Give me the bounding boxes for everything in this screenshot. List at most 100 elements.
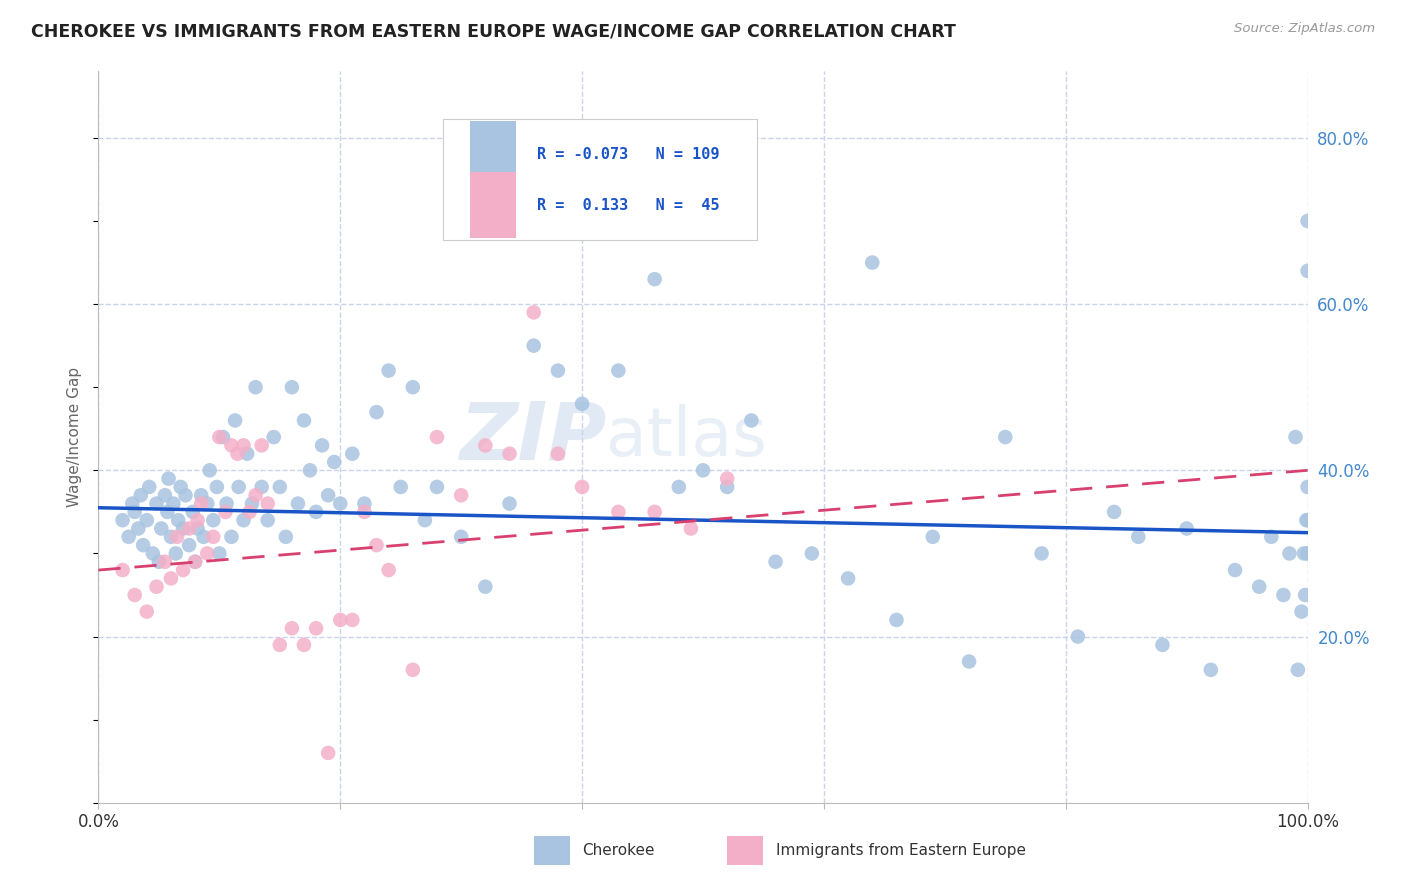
Text: R = -0.073   N = 109: R = -0.073 N = 109 — [537, 147, 720, 161]
Point — [135, 605, 157, 619]
Point — [311, 438, 333, 452]
Point — [1296, 264, 1319, 278]
Point — [124, 588, 146, 602]
Point — [169, 480, 191, 494]
Point — [121, 497, 143, 511]
Point — [145, 497, 167, 511]
Text: R =  0.133   N =  45: R = 0.133 N = 45 — [537, 198, 720, 213]
Point — [245, 488, 267, 502]
Point — [127, 521, 149, 535]
Point — [208, 546, 231, 560]
Point — [165, 546, 187, 560]
Point — [172, 563, 194, 577]
Point — [187, 513, 209, 527]
Point — [342, 447, 364, 461]
Point — [179, 538, 201, 552]
Point — [426, 480, 449, 494]
Point — [1199, 663, 1222, 677]
Point — [224, 413, 246, 427]
Point — [498, 447, 520, 461]
Point — [236, 447, 259, 461]
Point — [1102, 505, 1125, 519]
Point — [1296, 214, 1319, 228]
Point — [607, 505, 630, 519]
Point — [1067, 630, 1090, 644]
Point — [1249, 580, 1271, 594]
Text: Cherokee: Cherokee — [582, 843, 655, 858]
Text: Source: ZipAtlas.com: Source: ZipAtlas.com — [1234, 22, 1375, 36]
Point — [281, 380, 304, 394]
Point — [269, 480, 291, 494]
Point — [160, 571, 183, 585]
Point — [256, 513, 278, 527]
Point — [377, 563, 399, 577]
Point — [1296, 513, 1319, 527]
Point — [342, 613, 364, 627]
Point — [239, 505, 262, 519]
Point — [474, 438, 496, 452]
Point — [212, 430, 235, 444]
Point — [1296, 546, 1319, 560]
Point — [607, 363, 630, 377]
Point — [523, 338, 546, 352]
Text: atlas: atlas — [606, 404, 768, 470]
Point — [145, 580, 167, 594]
Point — [228, 480, 250, 494]
Point — [135, 513, 157, 527]
Point — [644, 505, 666, 519]
Point — [740, 413, 762, 427]
Point — [172, 521, 194, 535]
Point — [166, 530, 188, 544]
Point — [208, 430, 231, 444]
Point — [292, 638, 315, 652]
Point — [245, 380, 267, 394]
Point — [957, 655, 980, 669]
Point — [413, 513, 436, 527]
Point — [263, 430, 285, 444]
Point — [287, 497, 309, 511]
Point — [1278, 546, 1301, 560]
Point — [1296, 480, 1319, 494]
Point — [129, 488, 152, 502]
Point — [1294, 588, 1316, 602]
Point — [571, 397, 593, 411]
Point — [269, 638, 291, 652]
Point — [250, 480, 273, 494]
Point — [157, 472, 180, 486]
Point — [1031, 546, 1053, 560]
Point — [1272, 588, 1295, 602]
Point — [232, 438, 254, 452]
Point — [716, 480, 738, 494]
Point — [181, 505, 204, 519]
Point — [111, 513, 134, 527]
Point — [111, 563, 134, 577]
Point — [523, 305, 546, 319]
Point — [221, 530, 243, 544]
Point — [281, 621, 304, 635]
Point — [692, 463, 714, 477]
Point — [240, 497, 263, 511]
Point — [366, 405, 388, 419]
Point — [1291, 605, 1313, 619]
Point — [153, 488, 176, 502]
Point — [860, 255, 883, 269]
Point — [190, 497, 212, 511]
Point — [179, 521, 201, 535]
Point — [148, 555, 170, 569]
Point — [153, 555, 176, 569]
FancyBboxPatch shape — [443, 119, 758, 240]
Y-axis label: Wage/Income Gap: Wage/Income Gap — [67, 367, 83, 508]
FancyBboxPatch shape — [470, 172, 516, 238]
Point — [215, 497, 238, 511]
Point — [377, 363, 399, 377]
FancyBboxPatch shape — [470, 121, 516, 187]
Point — [474, 580, 496, 594]
Point — [668, 480, 690, 494]
Point — [366, 538, 388, 552]
Text: CHEROKEE VS IMMIGRANTS FROM EASTERN EUROPE WAGE/INCOME GAP CORRELATION CHART: CHEROKEE VS IMMIGRANTS FROM EASTERN EURO… — [31, 22, 956, 40]
Point — [160, 530, 183, 544]
Point — [353, 497, 375, 511]
Point — [299, 463, 322, 477]
Point — [274, 530, 297, 544]
Point — [426, 430, 449, 444]
